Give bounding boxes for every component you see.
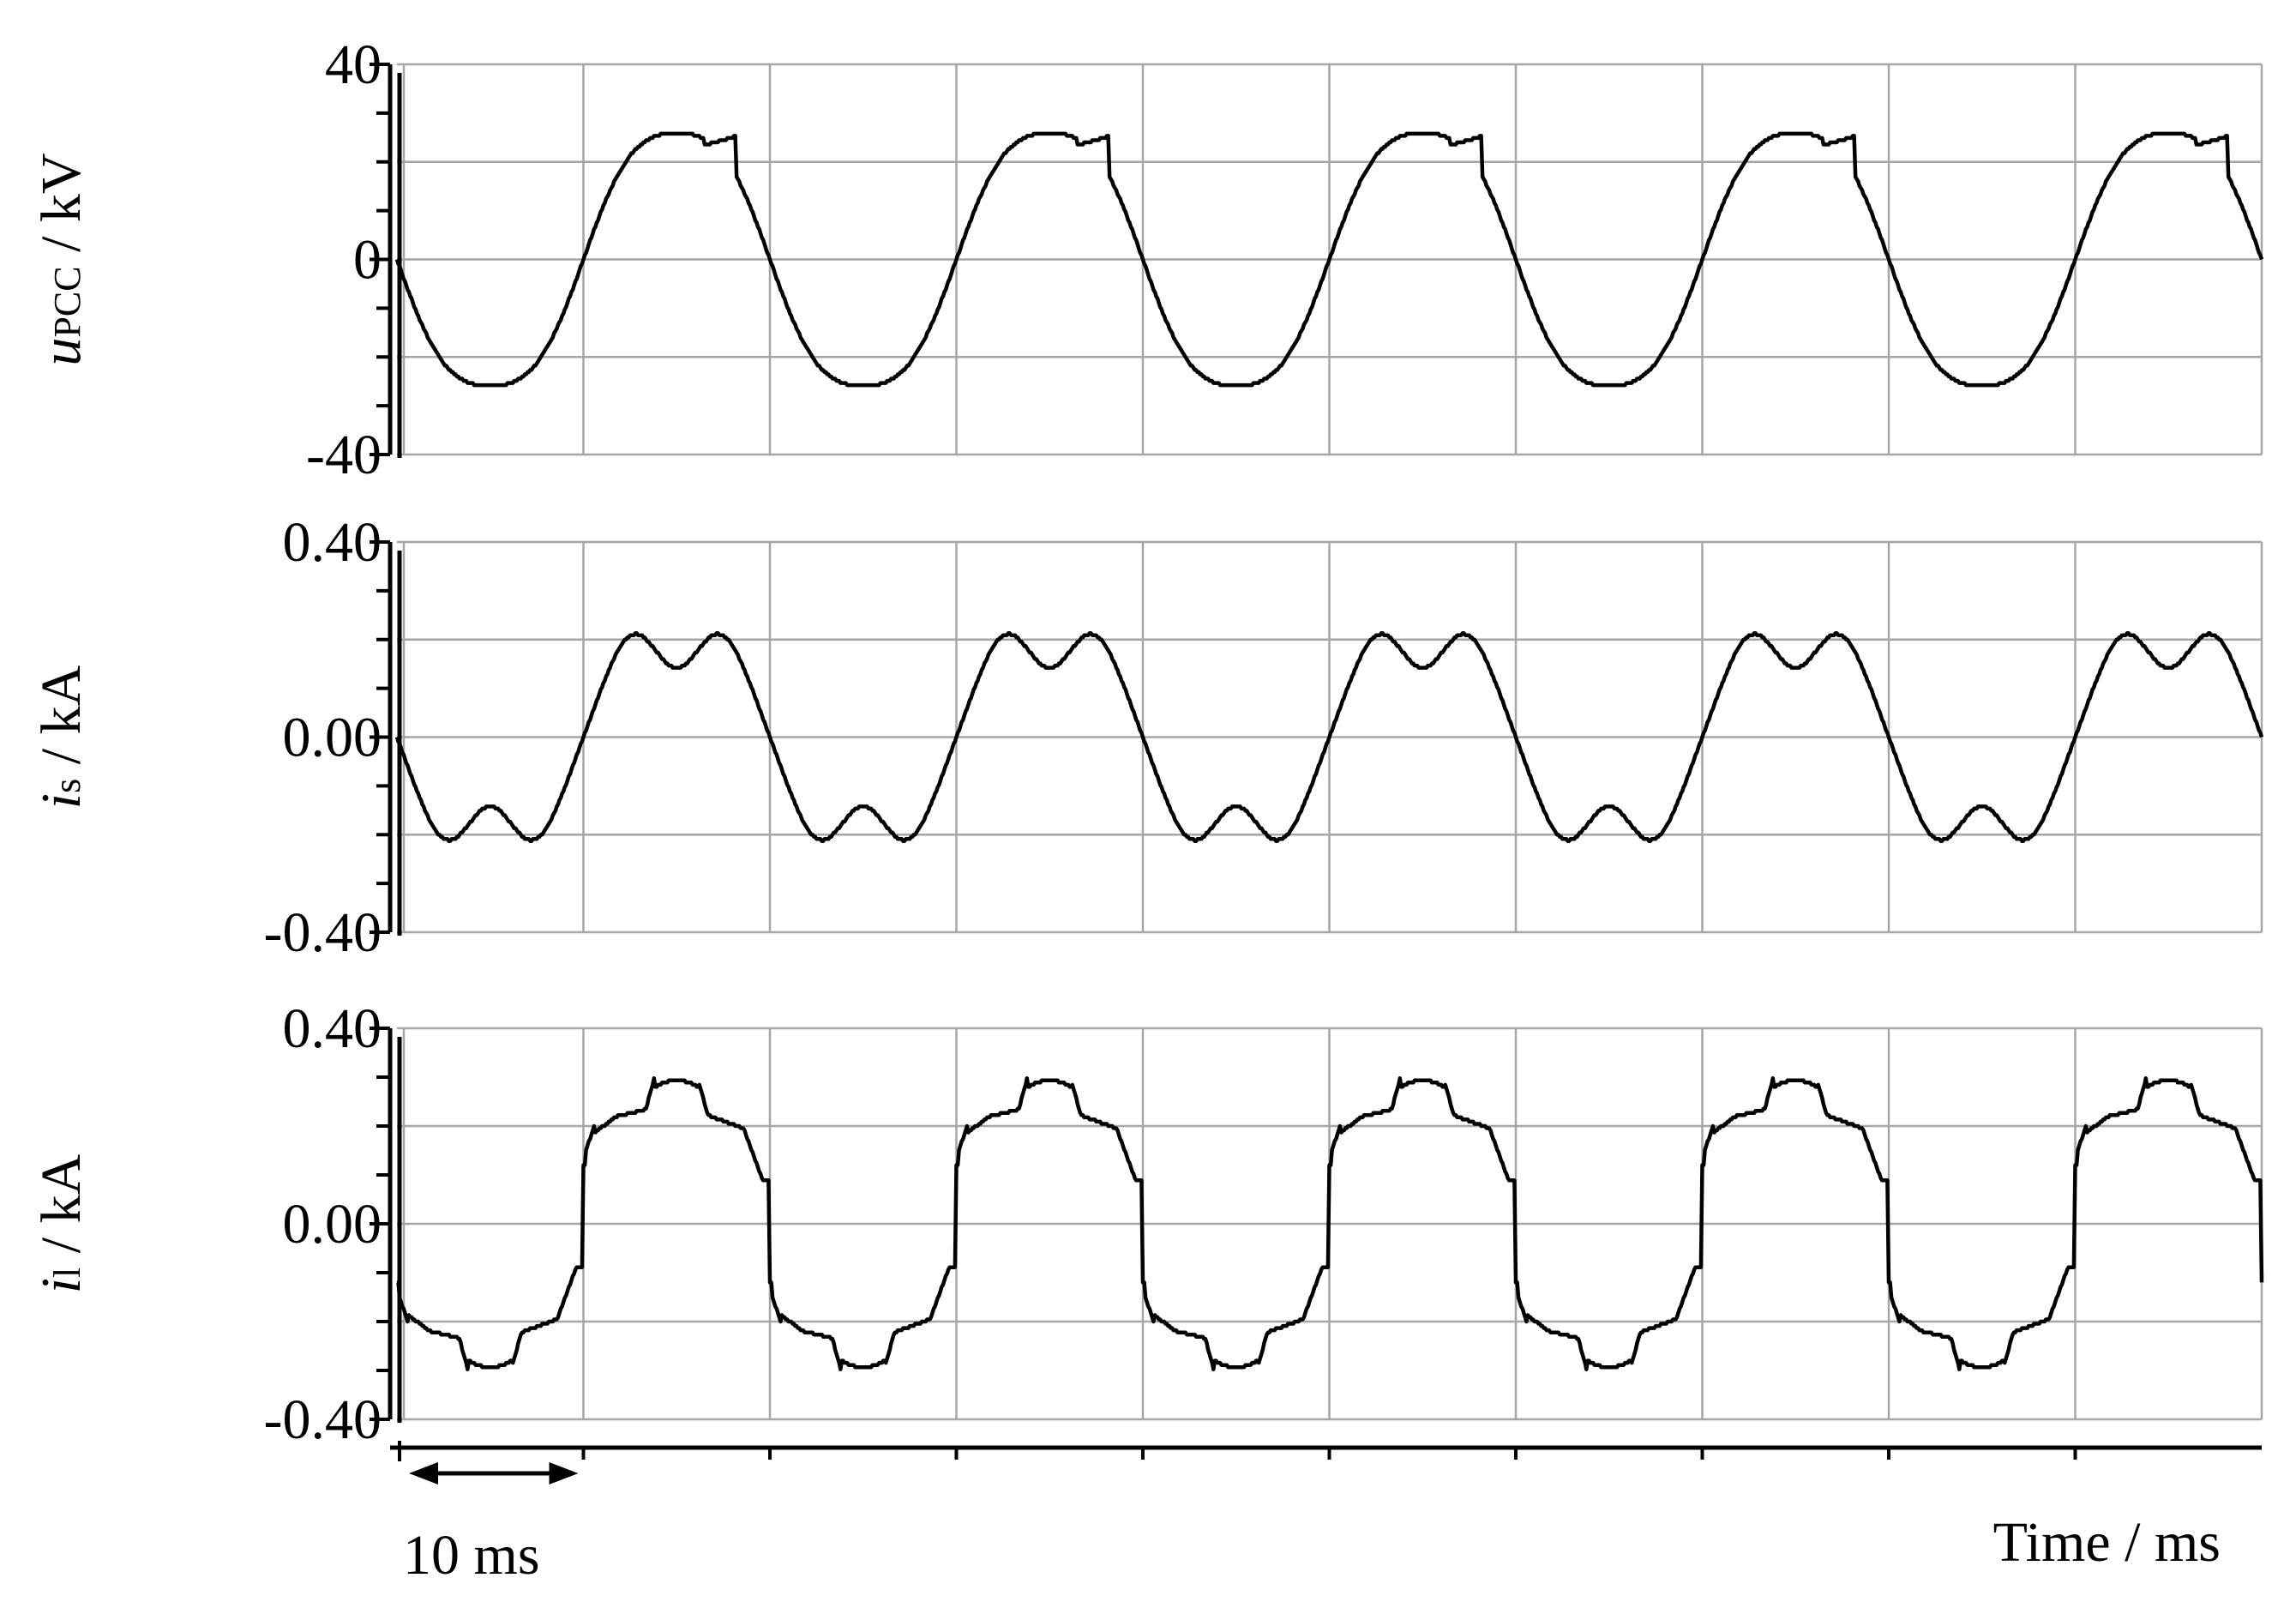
ytick-label: -40	[306, 424, 382, 486]
ylabel-var: i	[30, 793, 93, 809]
scale-bar-label: 10 ms	[403, 1524, 540, 1587]
x-axis	[390, 1441, 2262, 1461]
trace-load-current	[396, 1076, 2264, 1371]
ytick-label: 40	[325, 33, 382, 96]
ylabel-load-current: il / kA	[30, 1153, 93, 1293]
panel-source-current: 0.40 0.00 -0.40 is / kA	[30, 511, 2264, 964]
panel-load-current: 0.40 0.00 -0.40 il / kA	[30, 997, 2264, 1451]
ylabel-unit: / kA	[30, 1153, 93, 1267]
trace-pcc-voltage	[394, 131, 2264, 388]
scale-bar-arrow-right	[549, 1462, 579, 1485]
ytick-label: 0	[353, 229, 382, 292]
y-axis-load-current	[370, 1027, 402, 1423]
scale-bar: 10 ms	[403, 1462, 579, 1587]
y-axis-source-current	[370, 540, 402, 936]
ylabel-sub: PCC	[46, 266, 88, 337]
scale-bar-arrow-left	[409, 1462, 438, 1485]
ytick-label: 0.40	[283, 997, 382, 1060]
ylabel-var: i	[30, 1278, 93, 1293]
ylabel-sub: s	[46, 779, 88, 793]
ylabel-unit: / kA	[30, 665, 93, 778]
ytick-label: -0.40	[264, 1388, 382, 1451]
x-axis-label: Time / ms	[1993, 1511, 2221, 1574]
ylabel-pcc-voltage: uPCC / kV	[30, 153, 93, 365]
ytick-label: 0.40	[283, 511, 382, 574]
y-axis-pcc-voltage	[370, 63, 402, 458]
trace-source-current	[394, 630, 2264, 844]
ytick-label: 0.00	[283, 707, 382, 769]
grid-load-current	[397, 1027, 2263, 1421]
ytick-label: -0.40	[264, 901, 382, 964]
ylabel-source-current: is / kA	[30, 665, 93, 809]
ylabel-unit: / kV	[30, 153, 93, 266]
ylabel-var: u	[30, 338, 93, 366]
ytick-label: 0.00	[283, 1193, 382, 1256]
panel-pcc-voltage: 40 0 -40 uPCC / kV	[30, 33, 2264, 486]
ylabel-sub: l	[46, 1268, 88, 1278]
